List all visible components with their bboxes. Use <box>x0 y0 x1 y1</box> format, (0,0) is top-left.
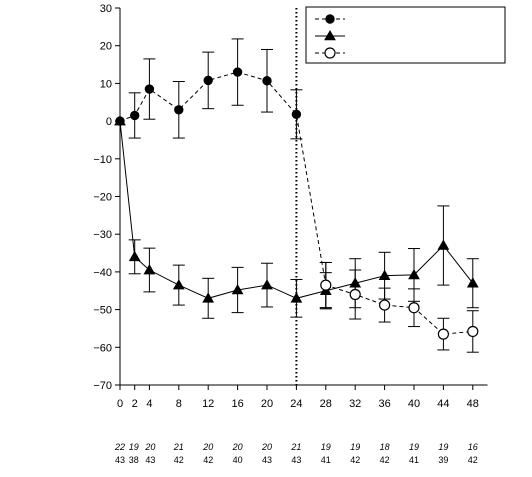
n-value: 19 <box>321 442 331 452</box>
data-point <box>437 239 450 250</box>
n-value: 43 <box>291 455 301 465</box>
data-point <box>144 84 155 94</box>
sample-size-table: 22 19 20 21 20 20 20 21 19 19 18 19 19 16 43 38 43 42 42 40… <box>114 442 478 465</box>
data-point <box>290 292 303 303</box>
x-tick-label: 20 <box>261 398 273 410</box>
n-value: 42 <box>203 455 213 465</box>
data-point <box>379 299 391 311</box>
x-tick-label: 28 <box>320 398 332 410</box>
n-value: 41 <box>321 455 331 465</box>
y-tick-label: −60 <box>93 342 112 354</box>
n-value: 41 <box>409 455 419 465</box>
n-value: 38 <box>129 455 139 465</box>
n-value: 19 <box>129 442 139 452</box>
y-tick-label: −50 <box>93 305 112 317</box>
data-point <box>114 115 126 126</box>
series-3 <box>319 261 479 353</box>
n-value: 20 <box>232 442 243 452</box>
n-value: 16 <box>468 442 478 452</box>
data-point <box>128 250 141 262</box>
y-tick-label: −30 <box>93 229 112 241</box>
y-tick-label: −70 <box>93 380 112 392</box>
n-value: 42 <box>468 455 478 465</box>
x-tick-label: 44 <box>437 398 449 410</box>
data-point <box>437 328 449 340</box>
data-point <box>378 269 391 280</box>
data-point <box>262 76 272 86</box>
x-tick-label: 0 <box>117 398 123 410</box>
n-value: 21 <box>290 442 301 452</box>
y-tick-label: 20 <box>100 41 112 53</box>
n-value: 19 <box>350 442 360 452</box>
n-value: 42 <box>350 455 360 465</box>
x-tick-label: 4 <box>146 398 152 410</box>
x-tick-label: 16 <box>231 398 243 410</box>
series-line <box>325 284 473 335</box>
n-value: 40 <box>233 455 243 465</box>
n-value: 18 <box>380 442 390 452</box>
x-tick-label: 48 <box>467 398 479 410</box>
series-line <box>119 121 474 299</box>
data-point <box>232 67 243 77</box>
y-tick-label: −40 <box>93 267 112 279</box>
y-tick-label: 30 <box>100 3 112 15</box>
x-tick-label: 2 <box>132 398 138 410</box>
n-value: 39 <box>438 455 448 465</box>
x-tick-label: 24 <box>290 398 302 410</box>
x-tick-label: 36 <box>378 398 390 410</box>
n-value: 42 <box>174 455 184 465</box>
n-value: 19 <box>438 442 448 452</box>
data-point <box>174 105 184 115</box>
n-value: 20 <box>202 442 213 452</box>
data-point <box>466 277 479 288</box>
x-tick-label: 8 <box>176 398 182 410</box>
series-layer <box>114 38 479 353</box>
n-value: 42 <box>380 455 390 465</box>
y-tick-label: −20 <box>93 192 112 204</box>
data-point <box>261 279 273 290</box>
y-tick-label: 10 <box>100 78 112 90</box>
legend-marker <box>324 47 336 59</box>
n-value: 22 <box>114 442 125 452</box>
legend-marker <box>325 14 335 24</box>
x-tick-label: 40 <box>408 398 420 410</box>
x-tick-label: 12 <box>202 398 214 410</box>
data-point <box>291 109 302 120</box>
data-point <box>408 268 420 280</box>
n-value: 20 <box>261 442 272 452</box>
data-point <box>349 288 361 301</box>
data-point <box>467 325 479 338</box>
legend <box>305 6 506 64</box>
data-point <box>172 279 185 290</box>
n-value: 43 <box>145 455 155 465</box>
legend-marker <box>324 29 336 41</box>
data-point <box>231 283 244 295</box>
data-point <box>203 75 213 86</box>
legend-box <box>305 6 506 64</box>
n-value: 43 <box>115 455 125 465</box>
data-point <box>320 279 332 291</box>
data-point <box>202 292 215 303</box>
n-value: 21 <box>173 442 184 452</box>
x-tick-label: 32 <box>349 398 361 410</box>
series-line <box>119 71 327 286</box>
y-tick-label: 0 <box>106 116 112 128</box>
n-value: 20 <box>144 442 155 452</box>
n-value: 19 <box>409 442 419 452</box>
data-point <box>408 302 420 314</box>
data-point <box>143 264 156 275</box>
data-point <box>130 110 140 121</box>
y-tick-label: −10 <box>93 154 112 166</box>
n-value: 43 <box>262 455 272 465</box>
